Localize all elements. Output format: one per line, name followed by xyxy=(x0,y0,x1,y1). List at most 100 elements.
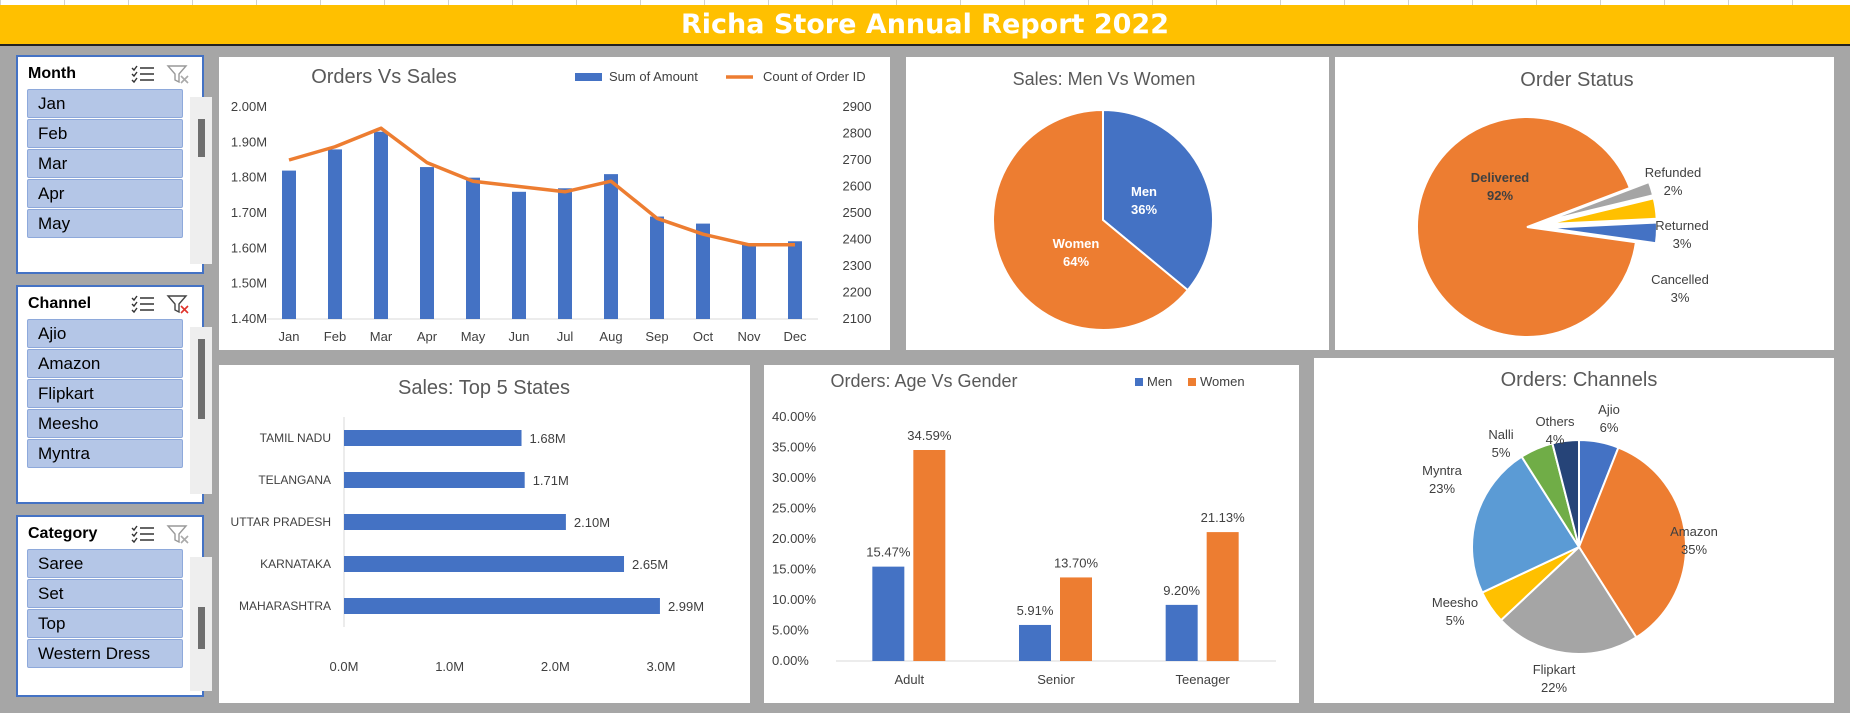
pie-slice-cancelled xyxy=(1546,221,1658,245)
bar-men xyxy=(1019,624,1051,661)
slice-pct: 35% xyxy=(1681,542,1707,557)
bar-men xyxy=(872,566,905,661)
chart-title: Orders Vs Sales xyxy=(311,66,457,88)
bar-amount xyxy=(650,216,664,319)
x-tick-label: Sep xyxy=(645,329,668,344)
slicer-item[interactable]: May xyxy=(27,209,183,238)
y2-tick-label: 2800 xyxy=(843,126,872,141)
slicer-item[interactable]: Mar xyxy=(27,149,183,178)
slicer-scroll-thumb[interactable] xyxy=(198,119,205,157)
slice-pct: 3% xyxy=(1671,290,1690,305)
slice-pct: 3% xyxy=(1673,236,1692,251)
slicer-item[interactable]: Feb xyxy=(27,119,183,148)
slice-pct: 4% xyxy=(1546,432,1565,447)
y-tick-label: 30.00% xyxy=(772,470,817,485)
bar-amount xyxy=(742,244,756,319)
state-bar xyxy=(344,514,566,530)
y2-tick-label: 2600 xyxy=(843,179,872,194)
y2-tick-label: 2200 xyxy=(843,285,872,300)
men-vs-women-panel[interactable]: Sales: Men Vs Women Men 36% Women 64% xyxy=(906,57,1329,350)
slice-label: Women xyxy=(1053,236,1100,251)
bar-amount xyxy=(420,167,434,319)
x-tick-label: Nov xyxy=(737,329,761,344)
bar-women xyxy=(1060,577,1092,661)
y2-tick-label: 2400 xyxy=(843,232,872,247)
y-tick-label: 1.80M xyxy=(231,170,267,185)
bar-amount xyxy=(282,170,296,319)
state-label: KARNATAKA xyxy=(260,557,331,571)
clear-filter-icon[interactable] xyxy=(166,63,192,85)
category-slicer[interactable]: Category Saree Set Top Western Dress xyxy=(16,515,212,697)
chart-title: Sales: Top 5 States xyxy=(398,377,570,399)
x-tick-label: Feb xyxy=(324,329,346,344)
slice-pct: 92% xyxy=(1487,188,1513,203)
legend-swatch-amount xyxy=(575,73,602,81)
pie-slice-refunded xyxy=(1545,180,1655,223)
slice-label: Refunded xyxy=(1645,165,1701,180)
x-tick-label: Aug xyxy=(599,329,622,344)
channels-panel[interactable]: Orders: Channels Ajio 6% Amazon 35% Flipkart 2… xyxy=(1314,358,1834,703)
age-vs-gender-panel[interactable]: Orders: Age Vs Gender Men Women 40.00% 35.00… xyxy=(764,365,1299,703)
y2-tick-label: 2700 xyxy=(843,152,872,167)
bar-amount xyxy=(558,188,572,319)
slicer-item[interactable]: Western Dress xyxy=(27,639,183,668)
x-tick-label: Dec xyxy=(783,329,807,344)
slicer-scroll-thumb[interactable] xyxy=(198,607,205,649)
bar-value-label: 13.70% xyxy=(1054,555,1099,570)
report-title: Richa Store Annual Report 2022 xyxy=(680,9,1169,40)
slicer-item[interactable]: Top xyxy=(27,609,183,638)
slicer-item[interactable]: Jan xyxy=(27,89,183,118)
y-tick-label: 2.00M xyxy=(231,99,267,114)
slice-pct: 5% xyxy=(1492,445,1511,460)
multi-select-icon[interactable] xyxy=(130,523,156,545)
slice-label: Myntra xyxy=(1422,463,1463,478)
pie-slice-women xyxy=(992,108,1190,331)
channel-slicer[interactable]: Channel Ajio Amazon Flipkart Meesho Myntra xyxy=(16,285,212,504)
slicer-item[interactable]: Set xyxy=(27,579,183,608)
age-vs-gender-chart: Orders: Age Vs Gender Men Women 40.00% 35.00… xyxy=(772,371,1276,687)
multi-select-icon[interactable] xyxy=(130,293,156,315)
slicer-item[interactable]: Amazon xyxy=(27,349,183,378)
y-tick-label: 25.00% xyxy=(772,501,817,516)
slicer-item[interactable]: Myntra xyxy=(27,439,183,468)
bar-women xyxy=(1206,532,1239,661)
bar-amount xyxy=(696,223,710,319)
slice-label: Meesho xyxy=(1432,595,1478,610)
slice-pct: 64% xyxy=(1063,254,1089,269)
slice-label: Men xyxy=(1131,184,1157,199)
bar-amount xyxy=(374,131,388,319)
order-status-panel[interactable]: Order Status Delivered 92% Refunded 2% Return… xyxy=(1335,57,1834,350)
pie-slice-returned xyxy=(1546,197,1658,226)
slice-label: Cancelled xyxy=(1651,272,1709,287)
state-value-label: 2.99M xyxy=(668,599,704,614)
slicer-scrollbar[interactable] xyxy=(190,97,212,264)
clear-filter-icon[interactable] xyxy=(166,293,192,315)
slicer-item[interactable]: Saree xyxy=(27,549,183,578)
state-bar xyxy=(344,472,525,488)
x-tick-label: 2.0M xyxy=(541,659,570,674)
slice-label: Nalli xyxy=(1488,427,1513,442)
pie-slice-flipkart xyxy=(1499,545,1638,655)
orders-vs-sales-panel[interactable]: Orders Vs Sales Sum of Amount Count of Ord… xyxy=(219,57,890,350)
slicer-header: Month xyxy=(28,65,76,82)
slice-label: Amazon xyxy=(1670,524,1718,539)
y-tick-label: 5.00% xyxy=(772,623,809,638)
slicer-item[interactable]: Meesho xyxy=(27,409,183,438)
clear-filter-icon[interactable] xyxy=(166,523,192,545)
multi-select-icon[interactable] xyxy=(130,63,156,85)
y2-tick-label: 2900 xyxy=(843,99,872,114)
y-tick-label: 0.00% xyxy=(772,653,809,668)
slicer-item[interactable]: Apr xyxy=(27,179,183,208)
x-tick-label: 3.0M xyxy=(647,659,676,674)
slicer-item[interactable]: Flipkart xyxy=(27,379,183,408)
bar-amount xyxy=(788,241,802,319)
top-states-panel[interactable]: Sales: Top 5 States TAMIL NADU 1.68M TELANG… xyxy=(219,365,750,703)
y-tick-label: 40.00% xyxy=(772,409,817,424)
channels-chart: Orders: Channels Ajio 6% Amazon 35% Flipkart 2… xyxy=(1422,369,1718,695)
month-slicer[interactable]: Month Jan Feb Mar Apr May xyxy=(16,55,212,274)
slicer-scroll-thumb[interactable] xyxy=(198,339,205,419)
x-tick-label: Apr xyxy=(417,329,438,344)
slicer-item[interactable]: Ajio xyxy=(27,319,183,348)
y-tick-label: 1.60M xyxy=(231,240,267,255)
slice-pct: 22% xyxy=(1541,680,1567,695)
